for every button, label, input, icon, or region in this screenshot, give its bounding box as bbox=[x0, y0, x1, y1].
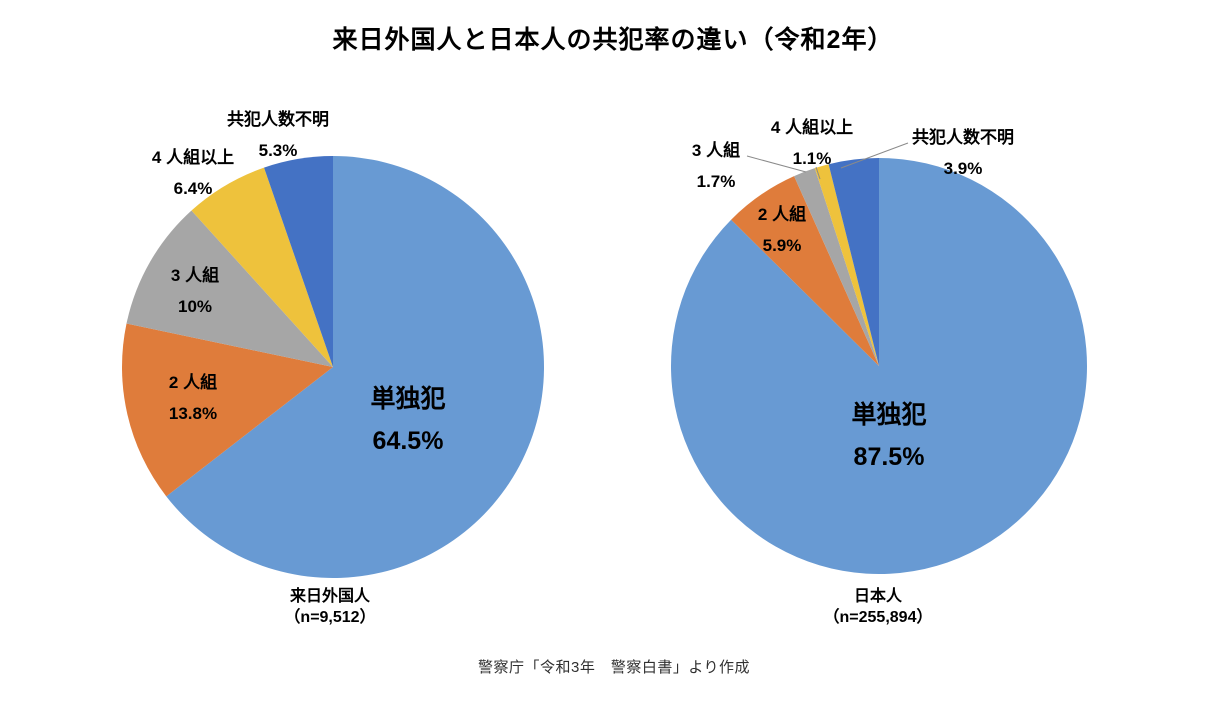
pie-left-slice-4 bbox=[264, 156, 333, 367]
left-label-four-plus-name: 4 人組以上 bbox=[151, 148, 235, 167]
source-note: 警察庁「令和3年 警察白書」より作成 bbox=[477, 659, 751, 676]
right-label-solo-name: 単独犯 bbox=[851, 401, 927, 429]
right-label-pair-name: 2 人組 bbox=[757, 205, 807, 224]
left-label-solo-pct: 64.5% bbox=[372, 427, 444, 455]
right-label-four-plus: 4 人組以上 1.1% bbox=[771, 112, 853, 174]
left-label-pair: 2 人組 13.8% bbox=[169, 367, 217, 429]
right-pie-caption: 日本人 （n=255,894） bbox=[824, 586, 933, 628]
right-label-trio-name: 3 人組 bbox=[691, 141, 741, 160]
left-label-trio-pct: 10% bbox=[177, 297, 213, 316]
leader-line-1 bbox=[815, 166, 821, 180]
pie-right-slice-2 bbox=[794, 168, 879, 366]
right-pie-caption-n: （n=255,894） bbox=[823, 609, 933, 626]
right-label-trio-pct: 1.7% bbox=[696, 172, 736, 191]
left-label-unknown-pct: 5.3% bbox=[258, 141, 298, 160]
left-pie-caption: 来日外国人 （n=9,512） bbox=[284, 586, 375, 628]
leader-line-0 bbox=[746, 155, 807, 173]
pie-right-slice-4 bbox=[828, 158, 879, 366]
right-label-solo: 単独犯 87.5% bbox=[851, 394, 926, 478]
pie-left-slice-2 bbox=[126, 210, 334, 367]
left-pie-caption-name: 来日外国人 bbox=[289, 588, 371, 605]
pie-right-slice-0 bbox=[671, 158, 1088, 574]
right-label-solo-pct: 87.5% bbox=[853, 443, 925, 471]
left-label-trio: 3 人組 10% bbox=[171, 260, 219, 322]
right-label-unknown: 共犯人数不明 3.9% bbox=[912, 122, 1014, 184]
right-label-pair: 2 人組 5.9% bbox=[758, 199, 806, 261]
pie-right-slice-1 bbox=[731, 176, 879, 366]
pie-left-slice-0 bbox=[166, 156, 545, 578]
left-label-four-plus-pct: 6.4% bbox=[173, 179, 213, 198]
left-label-trio-name: 3 人組 bbox=[170, 266, 220, 285]
left-label-four-plus: 4 人組以上 6.4% bbox=[152, 142, 234, 204]
leader-line-2 bbox=[840, 142, 909, 169]
left-label-solo: 単独犯 64.5% bbox=[370, 378, 445, 462]
right-label-pair-pct: 5.9% bbox=[762, 236, 802, 255]
left-pie-caption-n: （n=9,512） bbox=[284, 609, 376, 626]
right-label-unknown-pct: 3.9% bbox=[943, 159, 983, 178]
left-label-unknown: 共犯人数不明 5.3% bbox=[227, 104, 329, 166]
right-label-unknown-name: 共犯人数不明 bbox=[912, 128, 1014, 147]
pie-left-slice-1 bbox=[122, 323, 333, 497]
left-label-pair-name: 2 人組 bbox=[168, 373, 218, 392]
right-label-four-plus-pct: 1.1% bbox=[792, 149, 832, 168]
left-label-pair-pct: 13.8% bbox=[168, 404, 218, 423]
left-label-solo-name: 単独犯 bbox=[370, 385, 446, 413]
pie-right-slice-3 bbox=[814, 164, 879, 366]
right-label-four-plus-name: 4 人組以上 bbox=[770, 118, 854, 137]
right-pie-caption-name: 日本人 bbox=[853, 588, 902, 605]
right-label-trio: 3 人組 1.7% bbox=[692, 135, 740, 197]
page-title: 来日外国人と日本人の共犯率の違い（令和2年） bbox=[332, 26, 894, 54]
pie-left-slice-3 bbox=[191, 167, 333, 367]
left-label-unknown-name: 共犯人数不明 bbox=[227, 110, 329, 129]
